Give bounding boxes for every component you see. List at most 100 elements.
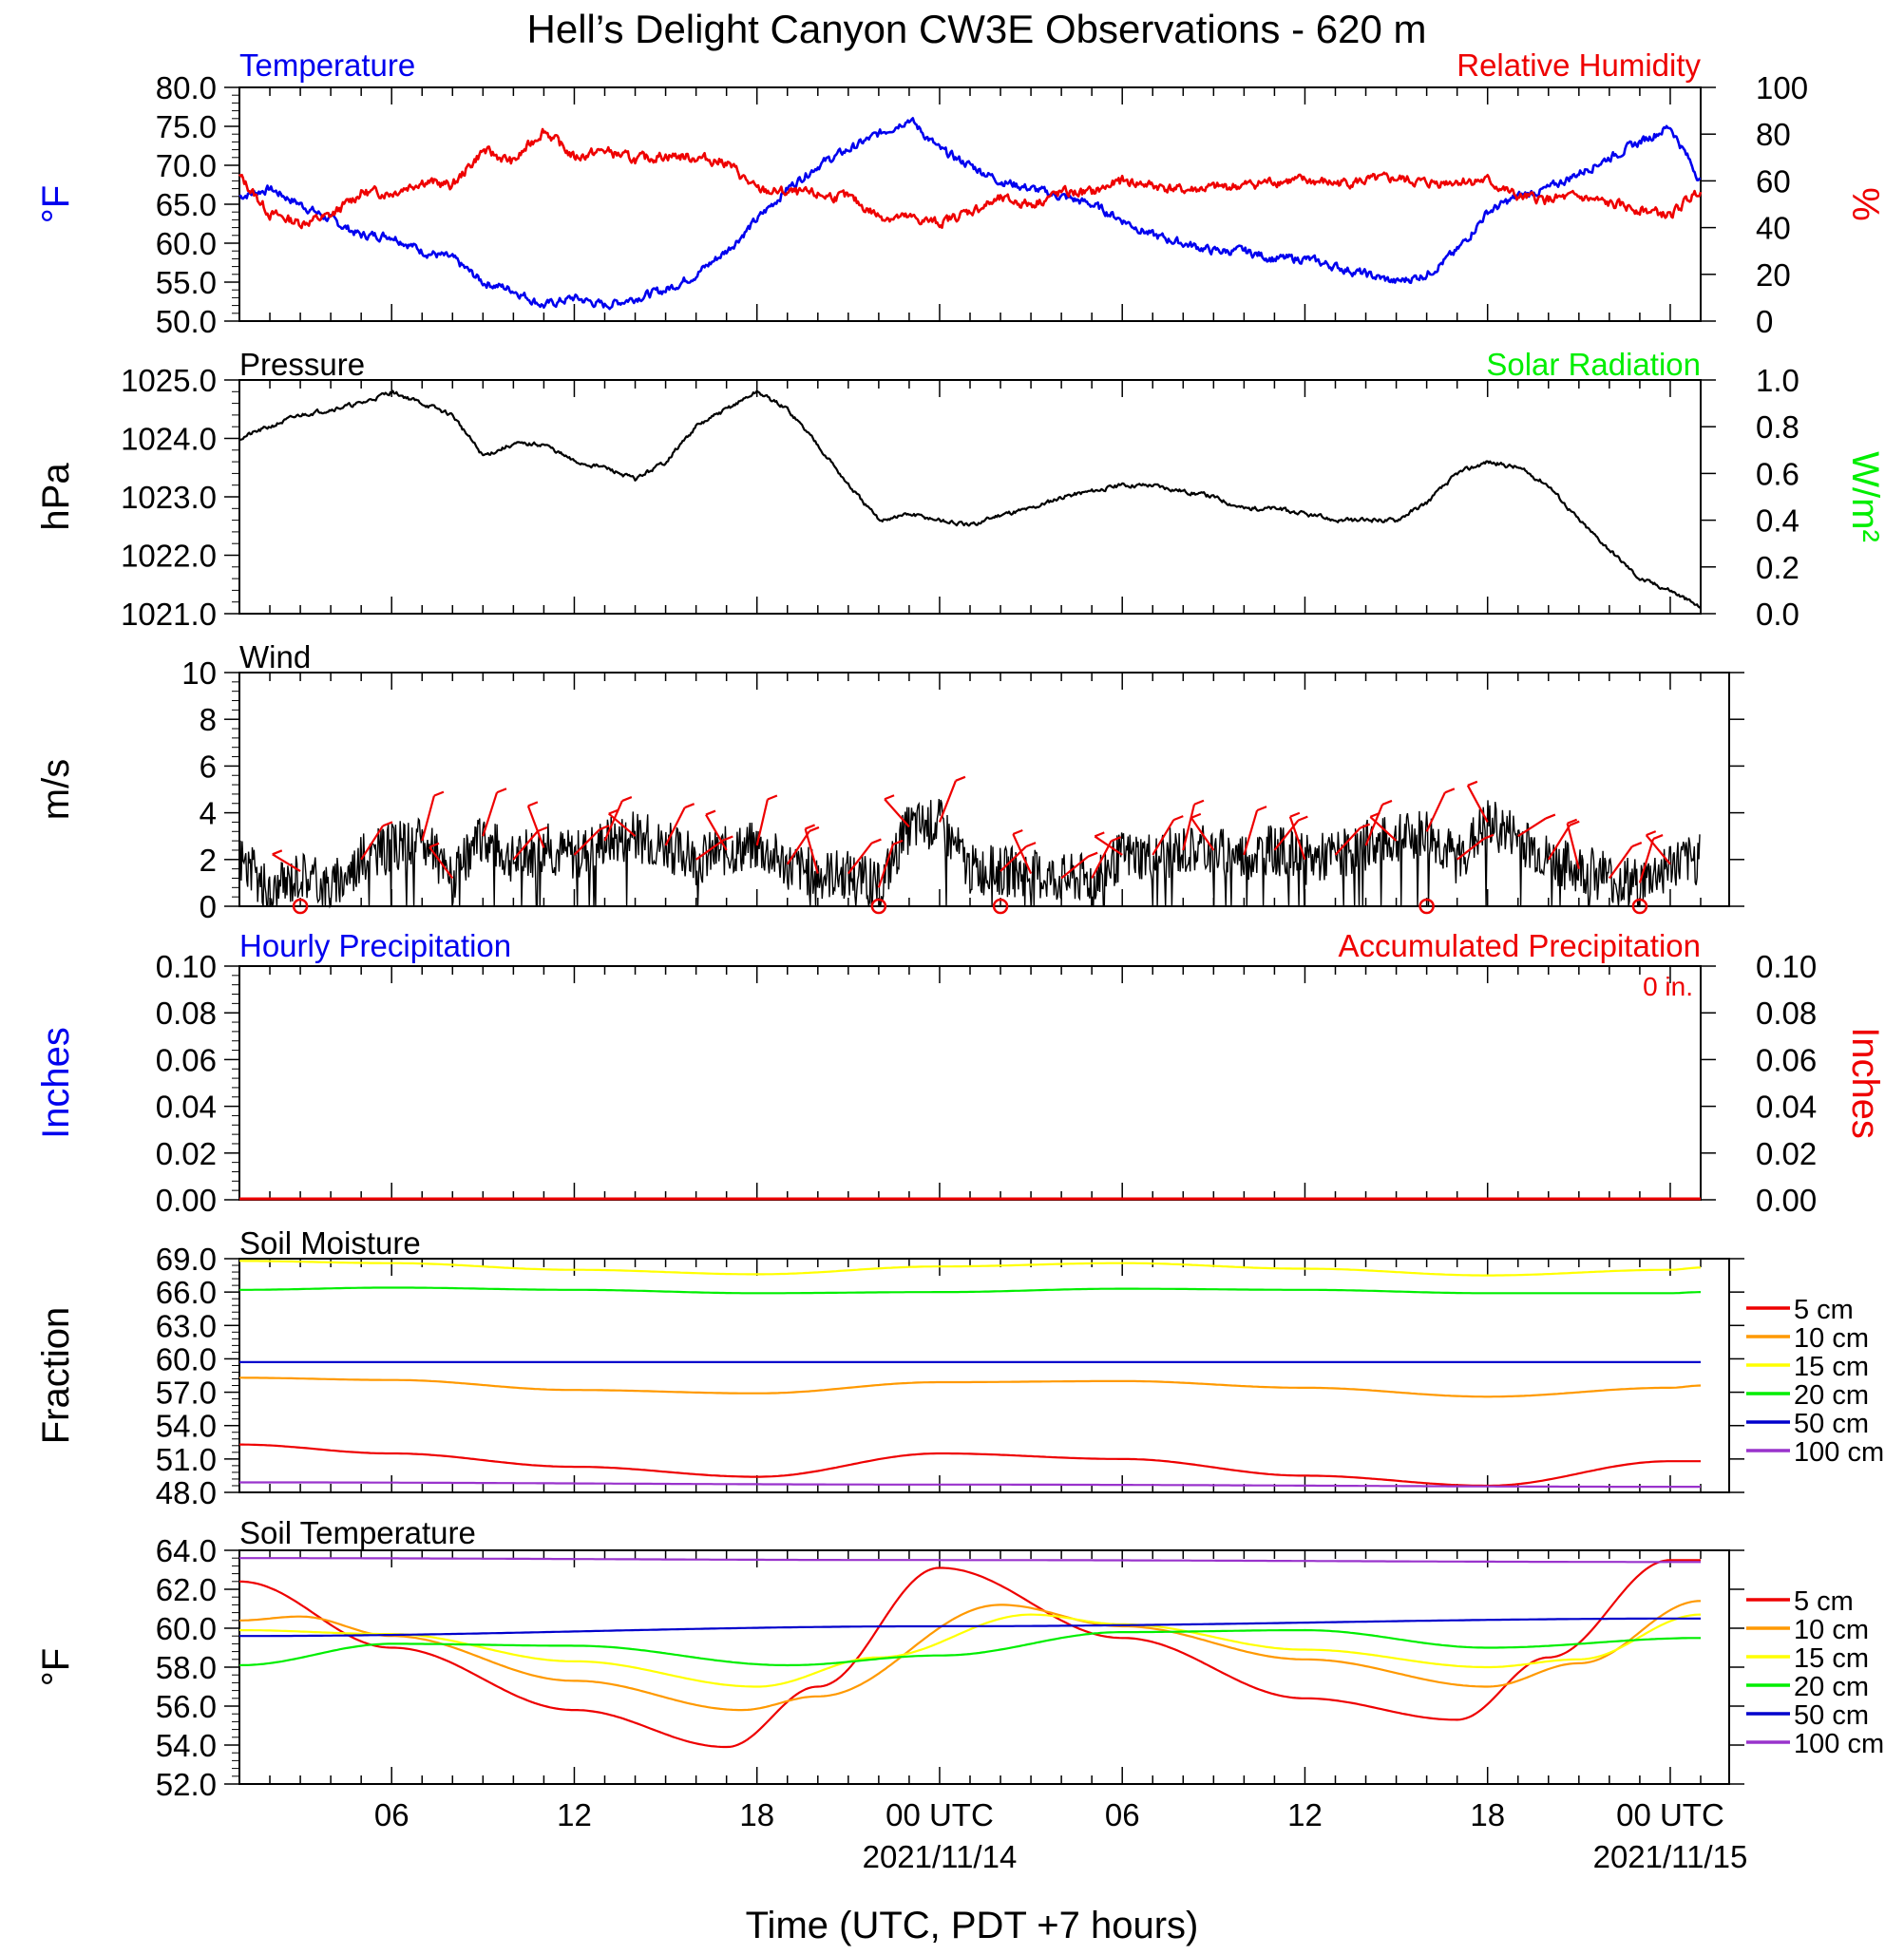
accumulated-total-label: 0 in. xyxy=(1643,972,1693,1001)
wind-barb-flag xyxy=(1025,842,1037,848)
y-axis-label: m/s xyxy=(35,759,77,820)
wind-barb xyxy=(360,825,384,861)
x-tick-label: 06 xyxy=(1105,1797,1140,1832)
wind-barb-flag xyxy=(1567,818,1578,825)
y-tick-label: 10 xyxy=(181,655,217,691)
panel-precipitation: 0.00 0.02 0.04 0.06 0.08 0.10 0.00 0.02 0.04 0.06… xyxy=(35,928,1886,1218)
wind-barb xyxy=(573,828,600,856)
wind-barb-flag xyxy=(767,794,778,801)
wind-barb-flag xyxy=(684,803,695,809)
panel-wind: 0 2 4 6 8 10 Wind m/s xyxy=(35,639,1744,924)
wind-barb-flag xyxy=(621,796,633,803)
panel-title-left: Wind xyxy=(239,639,311,674)
series-line-20-cm xyxy=(239,1286,1702,1295)
y-tick-label: 52.0 xyxy=(156,1767,217,1802)
y2-tick-label: 80 xyxy=(1756,117,1791,152)
y-tick-label: 63.0 xyxy=(156,1308,217,1343)
x-axis-label: Time (UTC, PDT +7 hours) xyxy=(746,1905,1199,1946)
y2-tick-label: 60 xyxy=(1756,163,1791,199)
panel-pressure: 1021.0 1022.0 1023.0 1024.0 1025.0 0.0 0.2 0.4 0… xyxy=(35,347,1886,632)
wind-barb-flag xyxy=(1289,811,1301,818)
y-axis-label: Inches xyxy=(35,1027,77,1139)
x-tick-label: 12 xyxy=(557,1797,592,1832)
wind-barb-flag xyxy=(1646,830,1657,837)
wind-barb-flag xyxy=(527,801,539,807)
y2-tick-label: 0.02 xyxy=(1756,1136,1817,1171)
series-line-10-cm xyxy=(239,1376,1702,1398)
y-tick-label: 48.0 xyxy=(156,1475,217,1510)
y2-tick-label: 0.8 xyxy=(1756,409,1799,445)
y2-tick-label: 0.04 xyxy=(1756,1090,1817,1125)
wind-barb xyxy=(512,830,539,861)
wind-barb xyxy=(1288,816,1306,861)
wind-barb xyxy=(786,830,810,865)
legend-label: 10 cm xyxy=(1794,1323,1869,1354)
panel-title-left: Hourly Precipitation xyxy=(239,928,511,963)
panel-temperature-humidity: 50.0 55.0 60.0 65.0 70.0 75.0 80.0 0 20 40 60 80 100… xyxy=(35,47,1886,339)
y-axis-label: Fraction xyxy=(35,1307,77,1445)
wind-barb xyxy=(428,846,454,880)
wind-barb xyxy=(1456,837,1485,861)
y-tick-label: 0.10 xyxy=(156,949,217,984)
plot-frame xyxy=(238,1258,1730,1493)
series-line-5-cm xyxy=(239,1443,1701,1488)
wind-barb-flag xyxy=(537,826,548,832)
y-tick-label: 51.0 xyxy=(156,1442,217,1477)
series-line-relative-humidity xyxy=(238,127,1703,230)
x-tick-label: 00 UTC xyxy=(1616,1797,1724,1832)
wind-barb-flag xyxy=(1631,842,1643,848)
legend-label: 10 cm xyxy=(1794,1615,1869,1645)
figure-title: Hell’s Delight Canyon CW3E Observations … xyxy=(527,7,1427,51)
y-tick-label: 0.06 xyxy=(156,1042,217,1077)
wind-barb-flag xyxy=(722,835,733,842)
y2-tick-label: 0.08 xyxy=(1756,996,1817,1031)
y-tick-label: 56.0 xyxy=(156,1689,217,1724)
y-tick-label: 60.0 xyxy=(156,1341,217,1376)
wind-barb xyxy=(847,842,873,875)
legend-label: 20 cm xyxy=(1794,1380,1869,1411)
y2-tick-label: 0 xyxy=(1756,304,1773,339)
wind-barb-flag xyxy=(1256,806,1267,812)
wind-barb-flag xyxy=(805,824,816,830)
wind-barb-flag xyxy=(272,849,283,856)
wind-barb xyxy=(938,780,957,823)
wind-barb xyxy=(1094,835,1123,856)
legend-label: 50 cm xyxy=(1794,1700,1869,1731)
y-tick-label: 54.0 xyxy=(156,1728,217,1763)
panel-soil-moisture: 48.051.054.057.060.063.066.069.0 Soil Moi… xyxy=(35,1225,1884,1510)
wind-barb xyxy=(608,812,637,838)
y-tick-label: 66.0 xyxy=(156,1275,217,1310)
wind-barb-flag xyxy=(1111,836,1122,843)
wind-barb-flag xyxy=(1569,820,1580,826)
wind-barb-flag xyxy=(1190,812,1202,819)
wind-barb-flag xyxy=(1467,780,1478,787)
wind-barb xyxy=(1012,833,1033,875)
y-axis-label: °F xyxy=(35,185,77,223)
y2-tick-label: 0.0 xyxy=(1756,597,1799,632)
x-date-label: 2021/11/15 xyxy=(1593,1839,1748,1874)
series-line-100-cm xyxy=(239,1481,1701,1489)
calm-wind-marker xyxy=(1418,898,1435,915)
series-line-temperature xyxy=(238,117,1702,311)
y-tick-label: 2 xyxy=(200,843,217,878)
wind-barb-flag xyxy=(1652,834,1664,841)
y2-tick-label: 0.06 xyxy=(1756,1042,1817,1077)
wind-barb xyxy=(1608,845,1633,880)
plot-frame xyxy=(238,86,1702,322)
y-tick-label: 62.0 xyxy=(156,1572,217,1607)
y-tick-label: 54.0 xyxy=(156,1409,217,1444)
legend-label: 50 cm xyxy=(1794,1409,1869,1439)
y-tick-label: 0.04 xyxy=(156,1090,217,1125)
legend-label: 5 cm xyxy=(1794,1586,1854,1617)
y-tick-label: 70.0 xyxy=(156,148,217,183)
y-tick-label: 0 xyxy=(200,889,217,924)
plot-frame xyxy=(238,672,1730,907)
wind-barb-flag xyxy=(1483,833,1495,840)
legend-label: 15 cm xyxy=(1794,1643,1869,1674)
y2-tick-label: 0.4 xyxy=(1756,503,1799,539)
y2-axis-label: W/m² xyxy=(1844,451,1886,542)
wind-barb xyxy=(1190,817,1215,851)
y-tick-label: 0.00 xyxy=(156,1183,217,1218)
wind-barb xyxy=(1000,845,1027,872)
y-tick-label: 4 xyxy=(200,796,217,831)
